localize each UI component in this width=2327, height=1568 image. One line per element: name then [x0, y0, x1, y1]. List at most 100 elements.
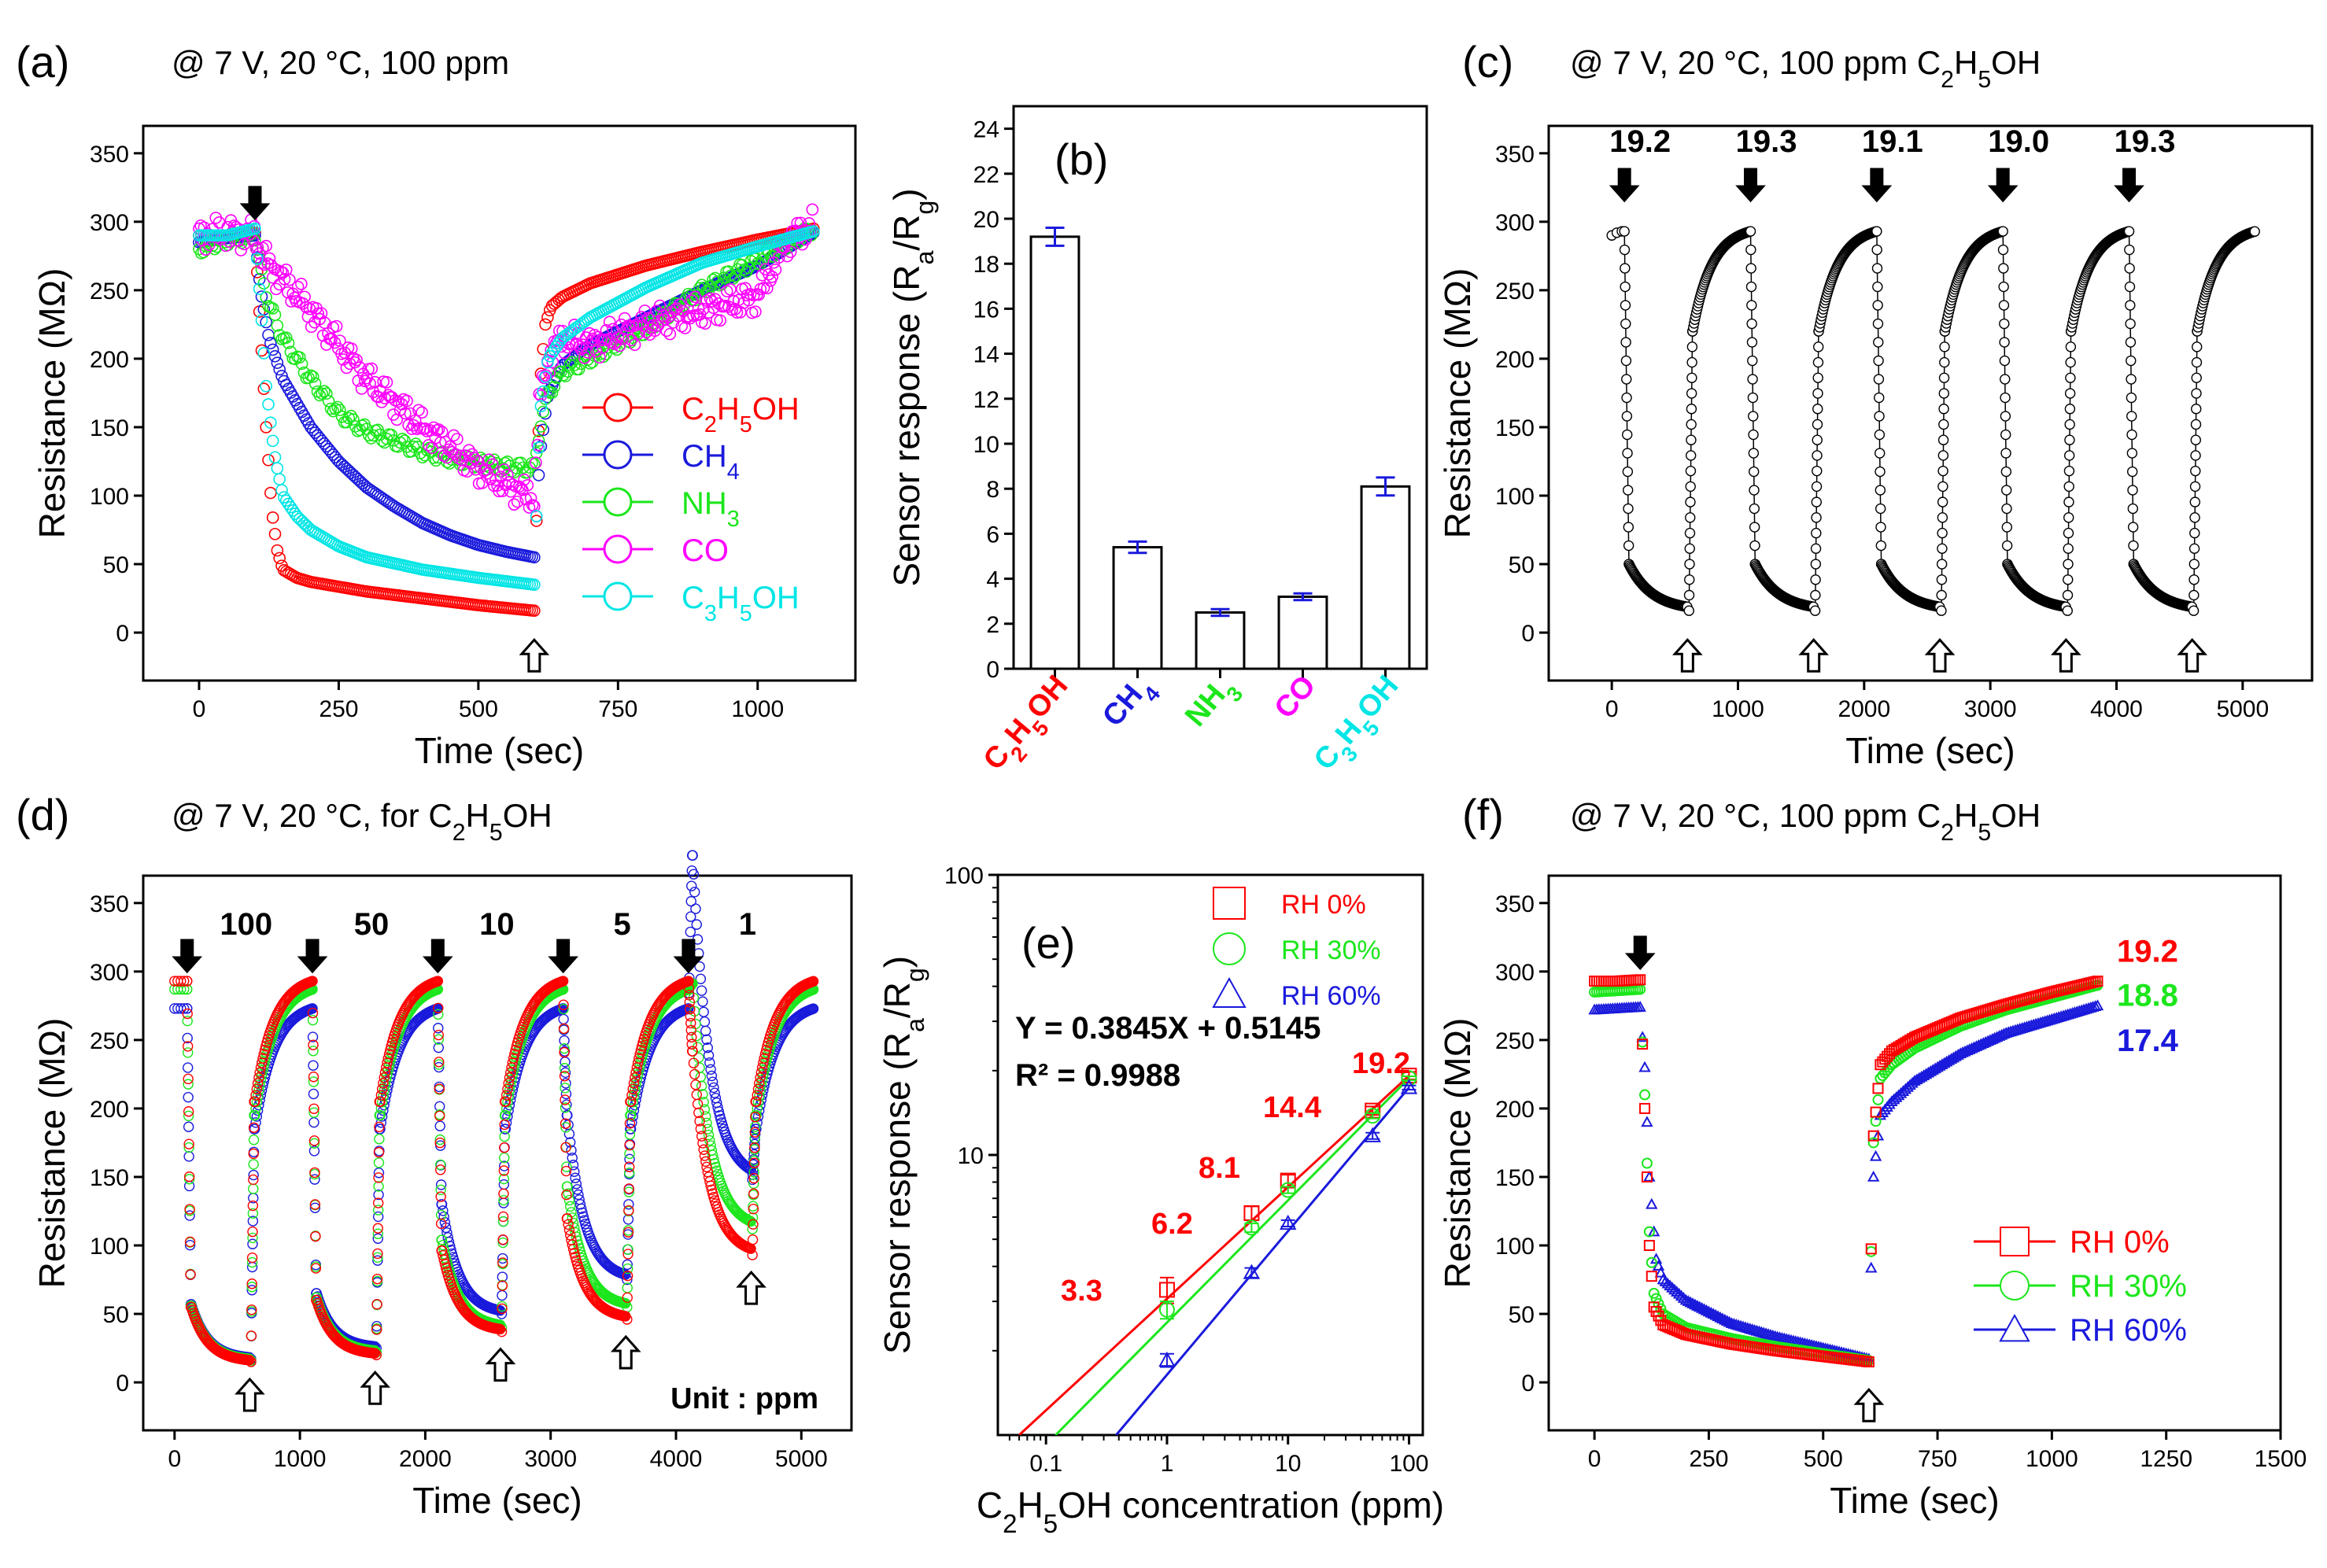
data-point	[338, 460, 351, 473]
panel-title: @ 7 V, 20 °C, 100 ppm C2H5OH	[1570, 44, 2041, 93]
data-point	[791, 216, 803, 230]
data-point	[183, 1062, 194, 1073]
data-point	[2063, 481, 2074, 493]
data-point	[1871, 226, 1882, 237]
legend-marker	[1212, 976, 1247, 1008]
data-point	[295, 357, 308, 371]
category-label-group: CO	[1269, 670, 1323, 725]
data-point	[253, 282, 266, 295]
data-point	[2125, 300, 2136, 311]
data-point	[2189, 512, 2200, 523]
data-point	[1998, 281, 2009, 293]
data-point	[761, 282, 774, 295]
data-point	[623, 1205, 634, 1216]
data-point	[345, 467, 357, 479]
data-point	[784, 245, 797, 258]
data-point	[1646, 1197, 1658, 1209]
data-point	[183, 1171, 195, 1182]
data-point	[340, 462, 353, 475]
data-point	[2063, 512, 2074, 523]
data-point	[499, 1142, 510, 1153]
category-label-group: CH4	[1096, 678, 1165, 732]
data-point	[724, 269, 737, 282]
data-point	[2001, 503, 2012, 515]
data-point	[334, 334, 346, 347]
data-point	[310, 1230, 321, 1242]
x-tick-label: 2000	[1838, 696, 1890, 722]
fit-equation: Y = 0.3845X + 0.5145	[1015, 1011, 1321, 1046]
y-tick-label: 22	[973, 162, 999, 188]
data-point	[183, 1121, 194, 1132]
x-tick-label: 0	[168, 1446, 181, 1472]
data-point	[2127, 485, 2138, 496]
data-point	[295, 278, 308, 290]
data-point	[1937, 434, 1949, 445]
fit-line	[1055, 1077, 1410, 1435]
data-point	[534, 400, 548, 413]
gas-on-arrow	[172, 939, 203, 974]
data-point	[316, 387, 328, 400]
data-point	[291, 280, 305, 293]
data-point	[572, 363, 585, 376]
data-point	[674, 298, 686, 311]
data-point	[496, 485, 509, 497]
bar	[1360, 485, 1411, 670]
legend-label: RH 60%	[1281, 981, 1381, 1011]
concentration-label: 5	[614, 907, 631, 942]
data-point	[498, 1179, 510, 1190]
data-point	[291, 511, 304, 523]
data-point	[2065, 356, 2076, 368]
legend-marker	[603, 487, 633, 517]
data-point	[537, 423, 550, 437]
data-point	[2188, 543, 2200, 555]
data-point	[1873, 355, 1884, 367]
legend-marker	[1213, 932, 1246, 965]
data-point	[1620, 263, 1631, 274]
data-point	[691, 919, 702, 930]
data-point	[1939, 341, 1950, 352]
data-point	[806, 203, 819, 216]
x-tick-label: 3000	[1964, 696, 2017, 722]
data-point	[2188, 574, 2200, 585]
category-label: C3H5OH	[1308, 670, 1413, 783]
data-point	[1812, 419, 1823, 430]
data-point	[407, 440, 420, 453]
data-point	[530, 515, 543, 527]
data-point	[2189, 481, 2201, 493]
gas-on-arrow	[297, 939, 328, 974]
data-point	[1621, 411, 1633, 422]
y-tick-label: 50	[103, 552, 129, 578]
data-point	[273, 473, 286, 485]
data-point	[1874, 429, 1886, 441]
panel-title: @ 7 V, 20 °C, 100 ppm C2H5OH	[1570, 797, 2041, 846]
data-point	[1811, 481, 1823, 493]
data-point	[1683, 605, 1694, 616]
data-point	[2188, 589, 2200, 601]
bar	[1112, 546, 1163, 670]
data-point	[528, 604, 541, 618]
data-point	[1620, 281, 1631, 293]
data-point	[1937, 450, 1949, 461]
data-point	[1623, 503, 1634, 515]
gas-off-arrow	[736, 1270, 766, 1305]
y-tick-label: 0	[1521, 1371, 1535, 1396]
data-point	[255, 290, 268, 303]
y-axis-label: Resistance (MΩ)	[31, 268, 72, 539]
data-point	[327, 404, 340, 418]
y-tick-label: 300	[90, 960, 129, 986]
data-point	[334, 404, 346, 416]
data-point	[266, 511, 279, 524]
x-tick-label: 500	[459, 696, 498, 722]
data-point	[2124, 244, 2135, 256]
data-point	[293, 512, 306, 526]
data-point	[365, 362, 379, 375]
legend-label: CH4	[681, 439, 740, 485]
data-point	[275, 484, 288, 496]
legend-label: RH 30%	[1281, 935, 1381, 965]
data-point	[1745, 263, 1756, 274]
data-point	[1810, 559, 1822, 570]
data-point	[637, 328, 650, 341]
gas-off-arrow	[235, 1377, 265, 1412]
data-point	[260, 421, 272, 434]
x-tick-label: 250	[319, 696, 358, 722]
